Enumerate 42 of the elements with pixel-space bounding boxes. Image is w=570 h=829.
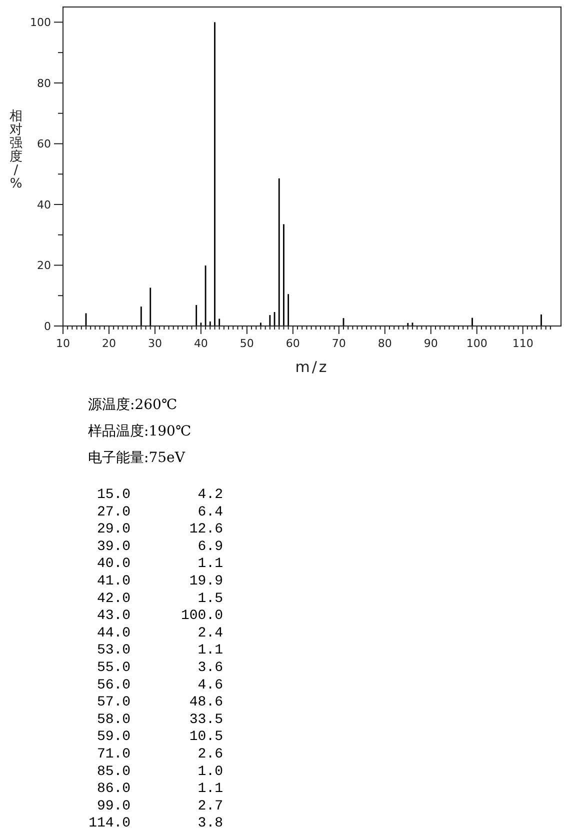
text: 57.0 48.6: [96, 694, 223, 711]
text: 99.0 2.7: [96, 798, 223, 814]
text: 40.0 1.1: [96, 556, 223, 572]
x-tick-label: 110: [512, 337, 534, 350]
text: 39.0 6.9: [96, 538, 223, 555]
text: 114.0 3.8: [88, 816, 223, 829]
text: 53.0 1.1: [96, 642, 223, 659]
x-tick-label: 50: [240, 337, 254, 350]
text: 59.0 10.5: [96, 729, 223, 746]
x-axis-title: m/z: [295, 358, 329, 376]
y-tick-label: 40: [37, 198, 51, 212]
text: 56.0 4.6: [96, 677, 223, 694]
text: 43.0 100.0: [96, 608, 223, 624]
text: 86.0 1.1: [96, 781, 223, 798]
text: 电子能量:75eV: [88, 450, 186, 466]
text: 58.0 33.5: [96, 712, 223, 728]
text: 样品温度:190℃: [88, 424, 192, 440]
y-tick-label: 100: [30, 16, 51, 30]
text: 42.0 1.5: [96, 590, 223, 607]
text: 85.0 1.0: [96, 764, 223, 780]
x-tick-label: 100: [466, 337, 488, 350]
y-tick-label: 60: [37, 138, 51, 151]
x-tick-label: 10: [56, 337, 70, 350]
y-tick-label: 0: [44, 320, 51, 333]
text: 55.0 3.6: [96, 660, 223, 676]
x-tick-label: 20: [102, 337, 116, 350]
y-axis-title: 相对强度/%: [10, 109, 22, 192]
x-tick-label: 60: [286, 337, 300, 350]
text: 44.0 2.4: [96, 625, 223, 642]
x-tick-label: 90: [424, 337, 438, 350]
x-tick-label: 70: [332, 337, 346, 350]
text: 41.0 19.9: [96, 574, 223, 590]
y-tick-label: 20: [37, 259, 51, 272]
text: 71.0 2.6: [96, 746, 223, 762]
x-tick-label: 40: [194, 337, 208, 350]
x-tick-label: 30: [148, 337, 162, 350]
x-tick-label: 80: [378, 337, 392, 350]
text: 15.0 4.2: [96, 487, 223, 503]
text: 27.0 6.4: [96, 504, 223, 520]
text: 29.0 12.6: [96, 522, 223, 538]
y-tick-label: 80: [37, 76, 51, 90]
text: 源温度:260℃: [88, 397, 178, 413]
